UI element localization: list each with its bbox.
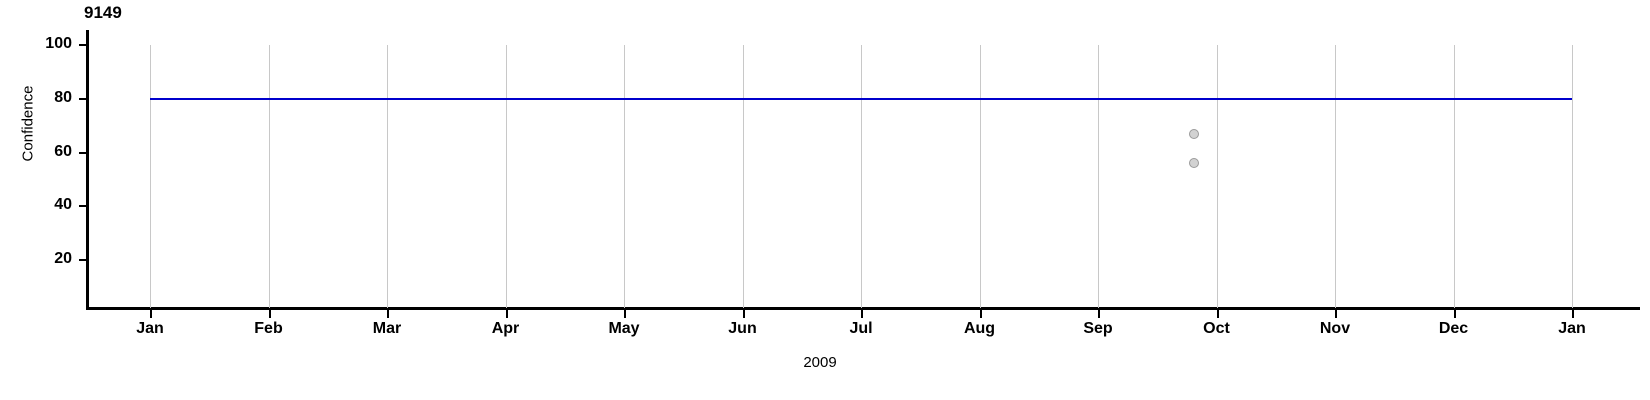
gridline (268, 45, 270, 308)
x-tick-label: Jun (728, 320, 757, 337)
data-point-marker (1188, 128, 1199, 139)
x-tick-mark (268, 310, 271, 318)
x-tick-mark (861, 310, 863, 318)
x-tick-mark (1098, 310, 1100, 318)
x-tick-mark (505, 310, 508, 318)
x-tick-label: Jan (1558, 320, 1586, 337)
x-tick-mark (1335, 310, 1337, 318)
y-tick-mark (79, 205, 86, 208)
chart-title: 9149 (84, 3, 122, 22)
gridline (1572, 45, 1573, 308)
threshold-reference-line (150, 97, 1572, 100)
gridline (1098, 45, 1099, 308)
y-tick-label: 20 (54, 250, 72, 267)
gridline (1216, 45, 1218, 308)
gridline (861, 45, 862, 308)
x-tick-label: Mar (372, 320, 402, 337)
x-tick-mark (1453, 310, 1456, 318)
x-tick-label: Oct (1203, 320, 1230, 337)
x-tick-mark (150, 310, 152, 318)
x-tick-mark (1572, 310, 1574, 318)
x-tick-label: Dec (1438, 320, 1469, 337)
y-tick-mark (79, 259, 86, 261)
x-tick-mark (1216, 310, 1219, 318)
x-tick-mark (387, 310, 389, 318)
x-tick-label: Apr (491, 320, 520, 337)
y-tick-mark (79, 44, 86, 46)
x-tick-label: May (608, 320, 640, 337)
x-tick-label: Jan (136, 320, 164, 337)
gridline (742, 45, 744, 308)
gridline (624, 45, 625, 308)
gridline (979, 45, 981, 308)
y-tick-mark (79, 97, 86, 100)
y-tick-mark (79, 151, 86, 154)
gridline (387, 45, 388, 308)
x-tick-label: Feb (254, 320, 283, 337)
x-tick-label: Aug (963, 320, 996, 337)
y-axis-spine (86, 30, 89, 310)
data-point-marker (1188, 158, 1199, 169)
gridline (1335, 45, 1336, 308)
gridline (150, 45, 151, 308)
x-tick-mark (742, 310, 745, 318)
x-tick-label: Nov (1319, 320, 1351, 337)
x-tick-mark (979, 310, 982, 318)
x-axis-label: 2009 (803, 354, 837, 371)
y-axis-label: Confidence (19, 85, 37, 162)
gridline (505, 45, 507, 308)
gridline (1453, 45, 1455, 308)
y-tick-label: 100 (45, 35, 72, 52)
x-tick-label: Jul (849, 320, 873, 337)
x-tick-label: Sep (1083, 320, 1113, 337)
x-axis-spine (86, 307, 1640, 310)
y-tick-label: 80 (54, 88, 72, 106)
y-tick-label: 60 (54, 142, 72, 160)
y-tick-label: 40 (54, 196, 72, 214)
x-tick-mark (624, 310, 626, 318)
